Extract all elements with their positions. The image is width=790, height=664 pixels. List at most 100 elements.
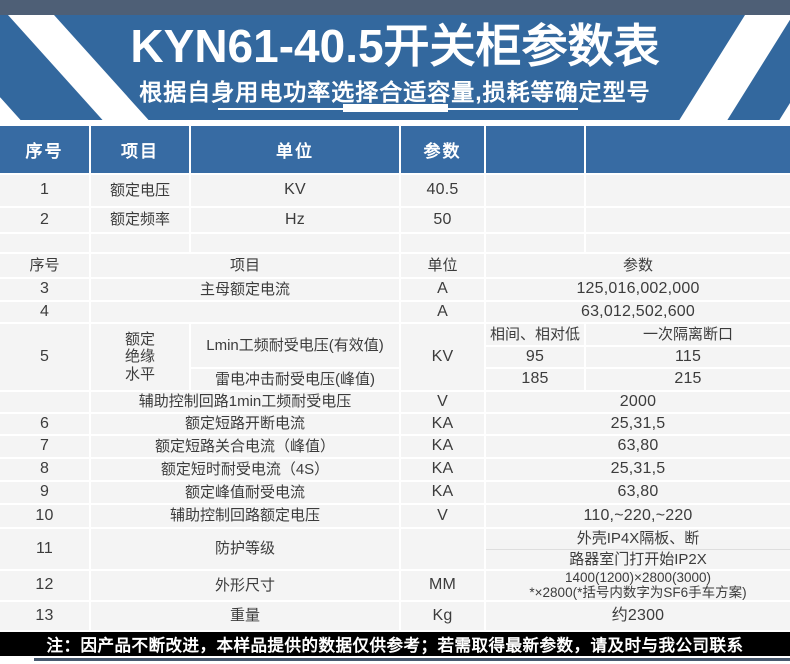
cell-no: 1 — [0, 175, 89, 206]
cell-param-dimensions: 1400(1200)×2800(3000) *×2800(*括号内数字为SF6手… — [486, 569, 790, 600]
cell-param-head-left: 相间、相对低 — [486, 324, 584, 345]
insulation-label-line: 绝缘 — [124, 348, 155, 366]
cell-item: 辅助控制回路1min工频耐受电压 — [91, 392, 399, 412]
top-slate-bar — [0, 0, 790, 15]
cell-empty — [401, 234, 484, 252]
cell-unit: Kg — [401, 602, 484, 630]
cell-unit: KA — [401, 414, 484, 434]
cell-item: 防护等级 — [91, 529, 399, 569]
cell-no: 12 — [0, 571, 89, 600]
banner: KYN61-40.5开关柜参数表 根据自身用电功率选择合适容量,损耗等确定型号 — [0, 15, 790, 120]
disclaimer-note: 注：因产品不断改进，本样品提供的数据仅供参考；若需取得最新参数，请及时与我公司联… — [0, 632, 790, 656]
cell-unit: V — [401, 505, 484, 527]
cell-item: 额定短路开断电流 — [91, 414, 399, 434]
cell-item-powerfreq: Lmin工频耐受电压(有效值) — [191, 324, 399, 367]
cell-param: 63,012,502,600 — [486, 302, 790, 322]
footer-line — [34, 658, 790, 661]
cell-no: 2 — [0, 208, 89, 232]
cell-param: 63,80 — [486, 482, 790, 503]
cell-no: 8 — [0, 459, 89, 480]
cell-empty — [486, 175, 584, 206]
cell-unit: KA — [401, 459, 484, 480]
header2-item: 项目 — [91, 254, 399, 277]
cell-no: 11 — [0, 529, 89, 569]
cell-no: 13 — [0, 602, 89, 630]
page-subtitle: 根据自身用电功率选择合适容量,损耗等确定型号 — [139, 79, 651, 105]
header2-param: 参数 — [486, 254, 790, 277]
cell-item — [91, 302, 399, 322]
cell-unit: KA — [401, 482, 484, 503]
cell-insulation-label: 额定 绝缘 水平 — [91, 324, 189, 390]
cell-unit — [401, 529, 484, 569]
cell-param: 25,31,5 — [486, 414, 790, 434]
protection-line-1: 外壳IP4X隔板、断 — [486, 529, 790, 550]
cell-param: 185 — [486, 369, 584, 390]
cell-empty — [91, 234, 189, 252]
header-empty — [586, 126, 790, 173]
cell-param: 25,31,5 — [486, 459, 790, 480]
protection-line-2: 路器室门打开始IP2X — [569, 550, 707, 568]
cell-no: 3 — [0, 279, 89, 300]
cell-no: 10 — [0, 505, 89, 527]
cell-no: 7 — [0, 436, 89, 457]
cell-param: 125,016,002,000 — [486, 279, 790, 300]
cell-empty — [586, 234, 790, 252]
header2-unit: 单位 — [401, 254, 484, 277]
cell-item: 额定频率 — [91, 208, 189, 232]
cell-item-lightning: 雷电冲击耐受电压(峰值) — [191, 369, 399, 390]
cell-param: 215 — [586, 369, 790, 390]
cell-unit: V — [401, 392, 484, 412]
cell-param: 63,80 — [486, 436, 790, 457]
cell-param: 50 — [401, 208, 484, 232]
cell-item: 额定短路关合电流（峰值） — [91, 436, 399, 457]
cell-item: 额定峰值耐受电流 — [91, 482, 399, 503]
cell-unit: KV — [401, 324, 484, 390]
cell-item: 额定短时耐受电流（4S） — [91, 459, 399, 480]
page-title: KYN61-40.5开关柜参数表 — [130, 20, 660, 72]
banner-underline-thick — [343, 104, 448, 112]
header-no: 序号 — [0, 126, 89, 173]
cell-param: 2000 — [486, 392, 790, 412]
cell-unit: MM — [401, 571, 484, 600]
cell-empty — [486, 234, 584, 252]
footer-strip — [0, 656, 790, 664]
dimensions-line-2: *×2800(*括号内数字为SF6手车方案) — [529, 584, 747, 600]
cell-param: 约2300 — [486, 602, 790, 630]
cell-param: 110,~220,~220 — [486, 505, 790, 527]
cell-unit: A — [401, 279, 484, 300]
row-insulation-level: 5 额定 绝缘 水平 Lmin工频耐受电压(有效值) 雷电冲击耐受电压(峰值) … — [0, 324, 790, 390]
cell-item: 额定电压 — [91, 175, 189, 206]
cell-unit: A — [401, 302, 484, 322]
cell-item: 主母额定电流 — [91, 279, 399, 300]
cell-param: 95 — [486, 347, 584, 367]
cell-no — [0, 392, 89, 412]
cell-item: 外形尺寸 — [91, 571, 399, 600]
cell-item: 辅助控制回路额定电压 — [91, 505, 399, 527]
cell-empty — [191, 234, 399, 252]
cell-item: 重量 — [91, 602, 399, 630]
cell-empty — [586, 208, 790, 232]
header-param: 参数 — [401, 126, 484, 173]
cell-empty — [486, 208, 584, 232]
cell-param-protection: 外壳IP4X隔板、断 路器室门打开始IP2X — [486, 529, 790, 569]
cell-param: 40.5 — [401, 175, 484, 206]
insulation-label-line: 水平 — [124, 365, 155, 383]
insulation-label-line: 额定 — [124, 331, 155, 349]
cell-no: 6 — [0, 414, 89, 434]
cell-no: 4 — [0, 302, 89, 322]
header2-no: 序号 — [0, 254, 89, 277]
header-unit: 单位 — [191, 126, 399, 173]
cell-param: 115 — [586, 347, 790, 367]
cell-no: 5 — [0, 324, 89, 390]
cell-unit: KV — [191, 175, 399, 206]
cell-param-head-right: 一次隔离断口 — [586, 324, 790, 345]
header-item: 项目 — [91, 126, 189, 173]
cell-empty — [586, 175, 790, 206]
cell-empty — [0, 234, 89, 252]
spec-table: 序号 项目 单位 参数 1 额定电压 KV 40.5 2 额定频率 Hz 50 … — [0, 126, 790, 630]
cell-unit: KA — [401, 436, 484, 457]
cell-no: 9 — [0, 482, 89, 503]
header-empty — [486, 126, 584, 173]
dimensions-line-1: 1400(1200)×2800(3000) — [565, 569, 711, 585]
